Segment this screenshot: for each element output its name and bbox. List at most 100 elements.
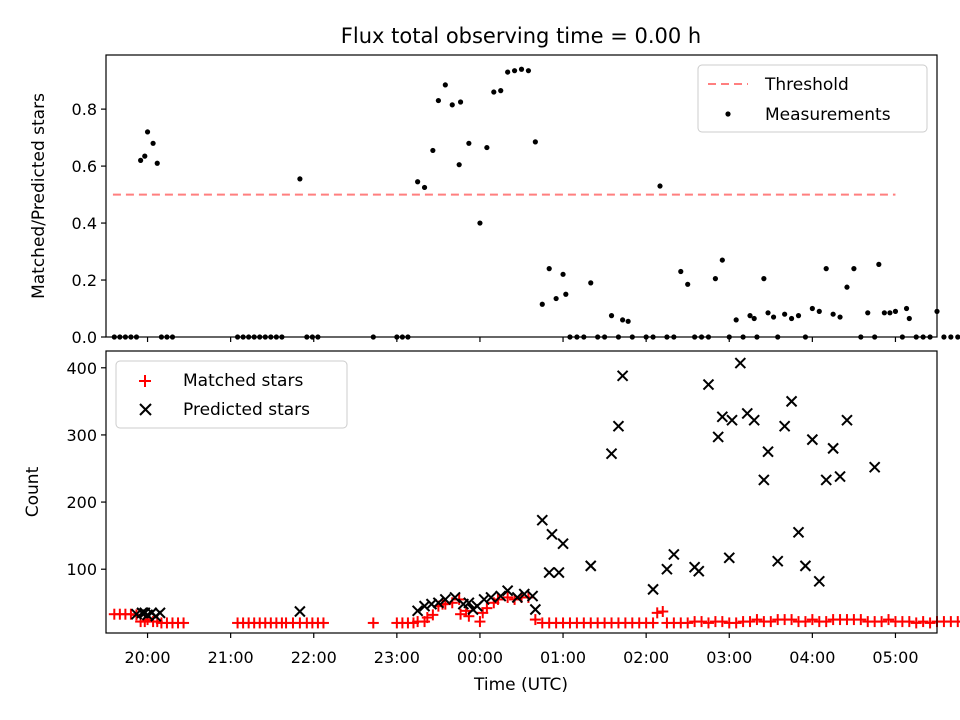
predicted-x-b xyxy=(536,514,548,526)
predicted-star-point xyxy=(661,563,673,575)
predicted-star-point xyxy=(868,461,881,473)
measurement-point xyxy=(788,315,795,322)
measurement-point xyxy=(685,281,691,287)
bottom-y-ticks: 100 200 300 400 xyxy=(66,359,106,579)
x-tick-label: 04:00 xyxy=(789,648,835,667)
predicted-star-point xyxy=(536,514,548,526)
predicted-star-point xyxy=(553,566,565,579)
matched-star-point xyxy=(682,617,694,629)
measurement-point xyxy=(539,301,545,307)
measurement-point xyxy=(881,310,887,316)
measurement-point xyxy=(941,334,947,340)
top-legend-box xyxy=(697,64,928,133)
predicted-x-b xyxy=(748,414,760,426)
measurement-point xyxy=(435,97,441,104)
measurement-point xyxy=(765,310,771,316)
measurement-point xyxy=(491,89,497,95)
predicted-x-b xyxy=(425,598,438,610)
chart-title: Flux total observing time = 0.00 h xyxy=(341,24,701,48)
x-tick-label: 03:00 xyxy=(706,648,752,667)
measurement-point xyxy=(830,311,836,317)
predicted-x-b xyxy=(723,552,735,564)
measurement-point xyxy=(887,310,893,316)
measurement-point xyxy=(657,183,663,189)
predicted-x-b xyxy=(693,565,705,577)
matched-star-point xyxy=(744,616,756,628)
predicted-star-point xyxy=(526,590,539,602)
matched-star-point xyxy=(917,616,929,628)
predicted-x-b xyxy=(543,566,555,579)
threshold-legend-label: Threshold xyxy=(764,75,849,95)
measurement-point xyxy=(809,305,815,312)
measurement-point xyxy=(449,102,455,108)
matched-star-point xyxy=(529,614,541,626)
measurement-point xyxy=(955,334,960,340)
matched-star-point xyxy=(820,616,832,628)
predicted-x-b xyxy=(136,607,148,619)
measurement-point xyxy=(719,257,725,263)
measurement-point xyxy=(620,317,626,323)
predicted-star-point xyxy=(693,565,705,577)
predicted-star-point xyxy=(723,552,735,564)
measurement-point xyxy=(844,284,850,290)
predicted-legend-label: Predicted stars xyxy=(183,400,310,420)
measurement-point xyxy=(297,176,303,182)
bottom-y-axis-label: Count xyxy=(23,466,43,517)
top-panel: Matched/Predicted stars 0.00.20.40.60.8 … xyxy=(29,54,960,347)
measurement-point xyxy=(511,68,518,74)
measurement-point xyxy=(563,291,569,297)
measurement-point xyxy=(733,317,739,323)
predicted-star-point xyxy=(485,591,497,604)
measurement-point xyxy=(816,308,822,314)
predicted-x-b xyxy=(449,591,461,604)
predicted-x-b xyxy=(585,560,597,572)
measurement-point xyxy=(553,295,559,302)
predicted-x-b xyxy=(495,590,507,602)
matched-star-point xyxy=(421,612,433,624)
predicted-star-point xyxy=(418,600,431,612)
x-tick-label: 20:00 xyxy=(124,648,170,667)
predicted-x-b xyxy=(772,555,784,567)
predicted-star-point xyxy=(813,575,825,588)
measurement-point xyxy=(751,315,757,322)
matched-star-point xyxy=(786,614,798,626)
predicted-x-b xyxy=(518,588,530,600)
top-axes-frame xyxy=(105,54,938,338)
measurement-point xyxy=(442,82,448,88)
matched-star-point xyxy=(751,614,763,626)
predicted-x-b xyxy=(841,414,853,426)
matched-star-point xyxy=(952,616,960,628)
predicted-x-b xyxy=(820,474,832,486)
matched-star-point xyxy=(876,616,888,628)
measurement-point xyxy=(608,313,615,319)
matched-star-point xyxy=(178,617,190,629)
x-tick-label: 22:00 xyxy=(291,648,337,667)
predicted-x-b xyxy=(553,566,565,579)
y-tick-label: 400 xyxy=(66,359,97,378)
predicted-star-point xyxy=(647,583,659,596)
predicted-star-point xyxy=(734,357,747,369)
predicted-star-point xyxy=(557,537,569,550)
measurements-legend-swatch xyxy=(725,111,731,117)
measurement-point xyxy=(625,318,631,324)
matched-star-point xyxy=(702,617,714,629)
y-tick-label: 0.6 xyxy=(72,157,97,176)
predicted-star-point xyxy=(501,584,514,597)
predicted-x-b xyxy=(501,584,514,597)
predicted-x-b xyxy=(792,526,805,538)
measurement-point xyxy=(906,315,912,322)
measurement-point xyxy=(546,266,552,272)
y-tick-label: 0.2 xyxy=(72,271,97,290)
predicted-star-point xyxy=(411,605,424,617)
x-tick-label: 21:00 xyxy=(208,648,254,667)
measurement-point xyxy=(795,313,802,319)
predicted-x-b xyxy=(661,563,673,575)
measurement-point xyxy=(421,184,428,191)
measurement-point xyxy=(903,305,910,312)
predicted-x-b xyxy=(716,411,729,423)
matched-star-point xyxy=(883,614,895,626)
x-tick-label: 00:00 xyxy=(457,648,503,667)
matched-star-point xyxy=(924,617,936,629)
predicted-star-point xyxy=(529,603,542,616)
matched-star-point xyxy=(317,617,329,629)
